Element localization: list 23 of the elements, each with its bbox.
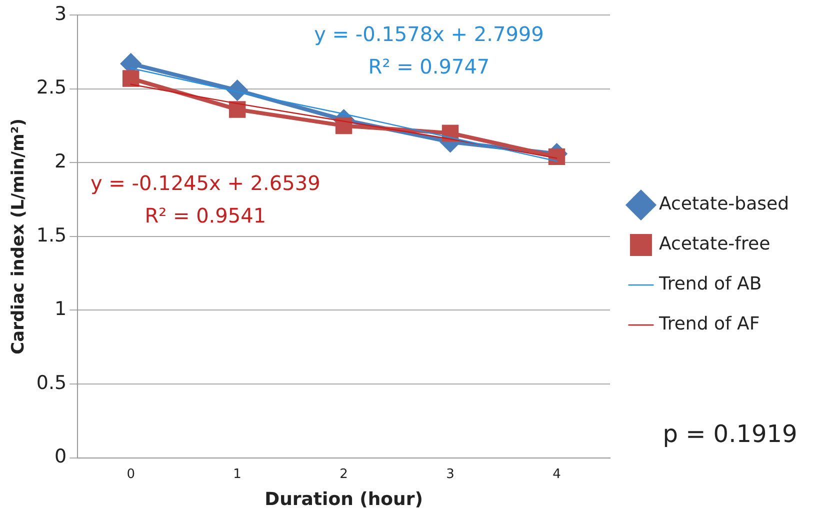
legend-label: Acetate-free	[658, 234, 770, 255]
legend-label: Trend of AB	[658, 274, 762, 295]
annotation: R² = 0.9747	[368, 54, 490, 78]
legend-label: Trend of AF	[658, 314, 760, 335]
x-axis-title: Duration (hour)	[264, 488, 423, 510]
x-tick-label: 1	[233, 466, 242, 482]
text: p = 0.1919	[662, 420, 798, 448]
y-tick-label: 1	[54, 298, 67, 320]
annotation: R² = 0.9541	[144, 203, 266, 228]
x-tick-label: 3	[446, 466, 454, 482]
y-axis-title: Cardiac index (L/min/m²)	[8, 118, 29, 354]
y-tick-label: 2.5	[36, 76, 67, 99]
y-tick-label: 3	[54, 2, 67, 25]
x-tick-label: 4	[552, 466, 561, 482]
y-tick-label: 0.5	[36, 372, 67, 394]
y-tick-label: 0	[54, 446, 67, 468]
annotation: y = -0.1245x + 2.6539	[90, 170, 320, 195]
x-tick-label: 2	[340, 466, 348, 482]
y-tick-label: 1.5	[36, 224, 67, 246]
annotation: y = -0.1578x + 2.7999	[314, 22, 544, 46]
legend-label: Acetate-based	[658, 194, 790, 215]
x-tick-label: 0	[126, 466, 135, 482]
y-tick-label: 2	[54, 150, 67, 173]
